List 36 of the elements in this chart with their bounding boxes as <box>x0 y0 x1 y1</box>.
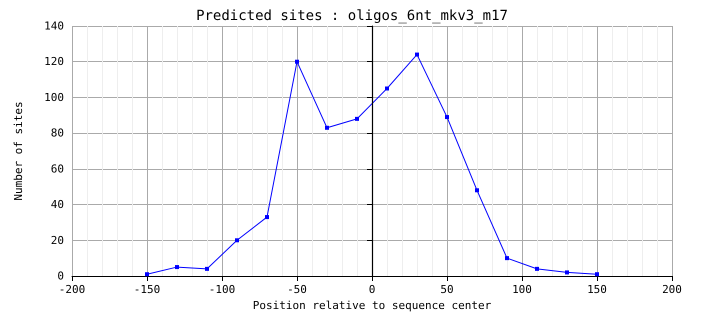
point <box>445 115 449 120</box>
point <box>265 215 269 220</box>
point <box>595 272 599 276</box>
y-tick-label: 120 <box>44 55 64 68</box>
point <box>385 86 389 90</box>
point <box>535 266 539 271</box>
point <box>175 265 179 270</box>
y-tick-label: 60 <box>50 162 64 176</box>
point <box>235 238 239 242</box>
y-tick-label: 0 <box>57 270 64 282</box>
point <box>325 126 329 130</box>
chart-title: Predicted sites : oligos_6nt_mkv3_m17 <box>196 8 508 24</box>
point <box>295 60 299 64</box>
x-tick-label: -200 <box>58 283 86 296</box>
point <box>355 116 359 121</box>
y-tick-label: 100 <box>44 90 64 104</box>
y-tick-label: 40 <box>50 198 64 212</box>
point <box>415 52 419 57</box>
x-tick-label: 50 <box>440 283 454 296</box>
y-axis-title: Number of sites <box>12 101 25 201</box>
y-tick-label: 140 <box>44 20 64 32</box>
point <box>205 266 209 271</box>
x-tick-label: 150 <box>587 283 607 296</box>
y-tick-label: 20 <box>50 234 64 247</box>
x-tick-label: -50 <box>287 283 307 296</box>
x-tick-label: 100 <box>512 283 532 296</box>
point <box>565 270 569 274</box>
y-tick-label: 80 <box>50 126 64 140</box>
x-tick-label: 0 <box>368 283 376 296</box>
x-axis-title: Position relative to sequence center <box>252 298 492 312</box>
x-tick-label: 200 <box>662 283 682 296</box>
point <box>145 272 149 276</box>
point <box>475 188 479 192</box>
point <box>505 256 509 260</box>
x-tick-label: -150 <box>134 283 160 296</box>
x-tick-label: -100 <box>208 283 236 296</box>
